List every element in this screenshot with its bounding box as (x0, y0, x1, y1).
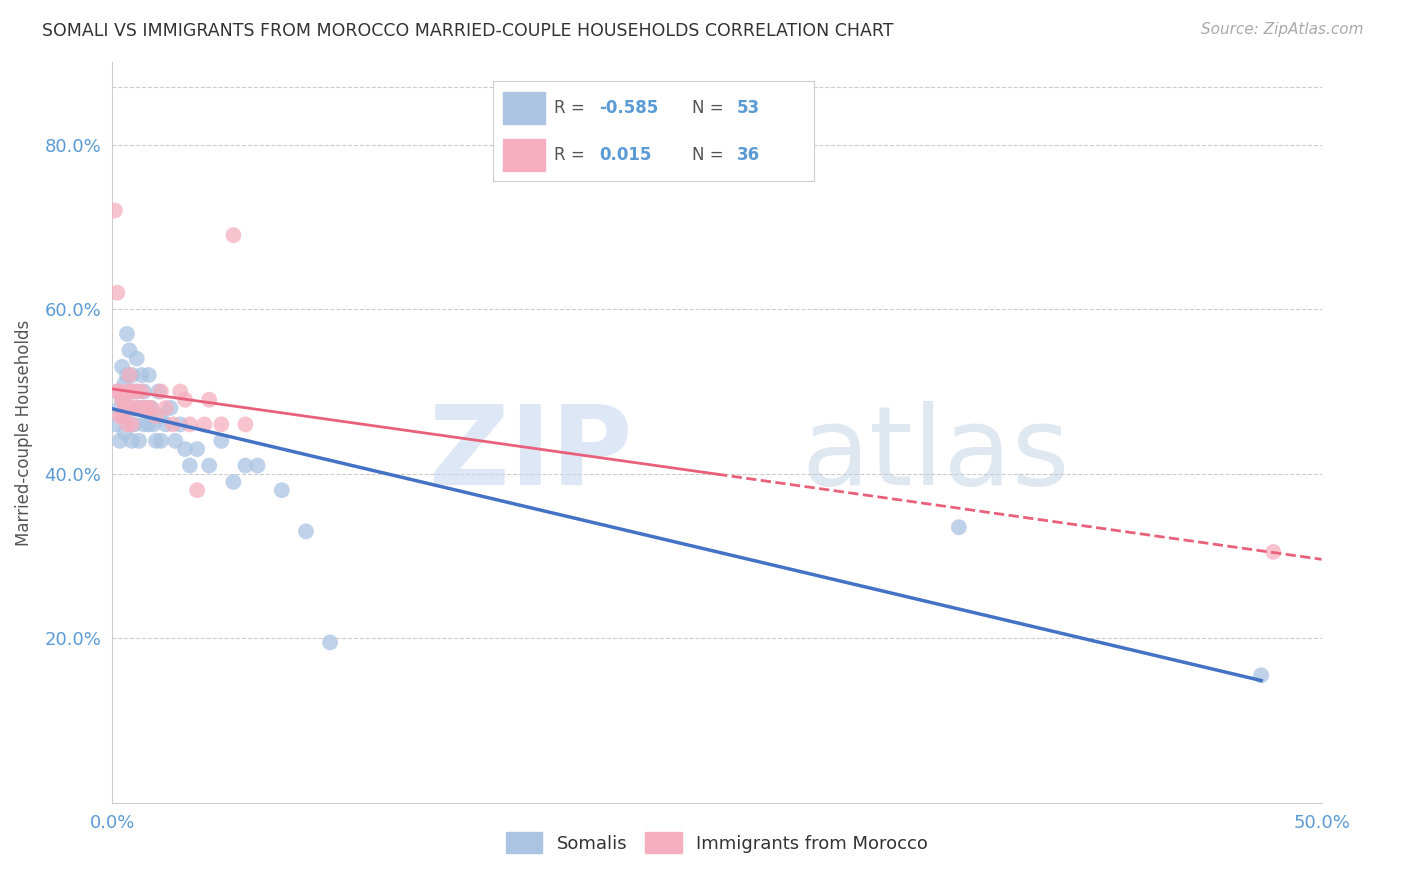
Text: SOMALI VS IMMIGRANTS FROM MOROCCO MARRIED-COUPLE HOUSEHOLDS CORRELATION CHART: SOMALI VS IMMIGRANTS FROM MOROCCO MARRIE… (42, 22, 894, 40)
Point (270, 483, 292, 498)
Point (132, 417, 155, 432)
Point (111, 409, 134, 424)
Point (155, 401, 177, 415)
Point (179, 417, 201, 432)
Point (111, 392, 134, 407)
Point (222, 228, 245, 243)
Legend: Somalis, Immigrants from Morocco: Somalis, Immigrants from Morocco (499, 825, 935, 861)
Point (118, 384, 141, 399)
Point (114, 392, 136, 407)
Point (128, 401, 150, 415)
Point (138, 368, 160, 382)
Point (125, 384, 148, 399)
Point (1250, 668, 1272, 682)
Point (128, 401, 150, 415)
Point (115, 417, 138, 432)
Point (104, 417, 127, 432)
Point (1263, 545, 1285, 559)
Point (319, 635, 342, 649)
Point (141, 401, 163, 415)
Point (209, 434, 232, 448)
Point (131, 401, 153, 415)
Point (186, 442, 208, 456)
Text: ZIP: ZIP (429, 401, 633, 508)
Point (121, 401, 143, 415)
Point (209, 417, 232, 432)
Point (165, 434, 187, 448)
Point (118, 343, 141, 358)
Point (948, 520, 970, 534)
Point (295, 524, 318, 539)
Point (135, 401, 157, 415)
Point (235, 458, 257, 473)
Point (121, 434, 143, 448)
Point (108, 401, 131, 415)
Point (148, 384, 170, 399)
Point (246, 458, 269, 473)
Point (141, 401, 163, 415)
Point (198, 458, 221, 473)
Point (105, 384, 128, 399)
Point (118, 368, 141, 382)
Point (235, 417, 257, 432)
Point (108, 409, 131, 424)
Point (142, 417, 165, 432)
Point (145, 434, 167, 448)
Point (105, 285, 128, 300)
Point (121, 417, 143, 432)
Point (121, 368, 143, 382)
Point (132, 384, 155, 399)
Point (118, 401, 141, 415)
Point (122, 384, 145, 399)
Point (149, 409, 172, 424)
Point (149, 384, 172, 399)
Point (155, 417, 177, 432)
Point (111, 359, 134, 374)
Point (174, 442, 197, 456)
Point (111, 392, 134, 407)
Point (179, 458, 201, 473)
Point (114, 409, 136, 424)
Point (138, 417, 160, 432)
Point (132, 401, 155, 415)
Point (115, 384, 138, 399)
Point (108, 434, 131, 448)
Point (114, 401, 136, 415)
Point (128, 434, 150, 448)
Point (122, 401, 145, 415)
Text: atlas: atlas (801, 401, 1070, 508)
Point (186, 483, 208, 498)
Point (131, 384, 153, 399)
Point (159, 401, 181, 415)
Point (193, 417, 215, 432)
Point (169, 417, 191, 432)
Point (108, 384, 131, 399)
Y-axis label: Married-couple Households: Married-couple Households (15, 319, 34, 546)
Point (125, 351, 148, 366)
Point (198, 392, 221, 407)
Point (145, 409, 167, 424)
Point (125, 384, 148, 399)
Point (174, 392, 197, 407)
Point (149, 434, 172, 448)
Point (114, 376, 136, 391)
Point (222, 475, 245, 489)
Point (135, 401, 157, 415)
Point (115, 326, 138, 341)
Point (114, 425, 136, 440)
Text: Source: ZipAtlas.com: Source: ZipAtlas.com (1201, 22, 1364, 37)
Point (105, 384, 128, 399)
Point (115, 368, 138, 382)
Point (162, 417, 184, 432)
Point (122, 417, 145, 432)
Point (169, 384, 191, 399)
Point (104, 203, 127, 218)
Point (115, 401, 138, 415)
Point (121, 384, 143, 399)
Point (131, 368, 153, 382)
